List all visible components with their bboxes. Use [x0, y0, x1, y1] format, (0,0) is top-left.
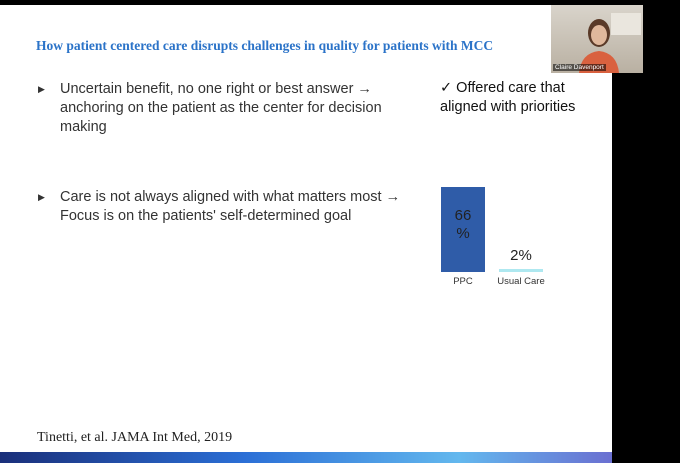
slide: How patient centered care disrupts chall…	[0, 5, 612, 455]
category-label: PPC	[453, 276, 473, 287]
bar	[499, 269, 543, 272]
value-label: 66 %	[454, 206, 472, 242]
slide-title: How patient centered care disrupts chall…	[36, 38, 494, 53]
category-label: Usual Care	[497, 276, 545, 287]
participant-video	[579, 13, 641, 73]
video-thumbnail[interactable]: Claire Davenport	[551, 5, 643, 73]
bar-chart: 66 % PPC 2% Usual Care	[0, 5, 612, 455]
bullet-text: Care is not always aligned with what mat…	[60, 189, 401, 224]
value-label: 2%	[510, 247, 532, 264]
bullet-text: Uncertain benefit, no one right or best …	[60, 81, 382, 135]
background-window	[611, 13, 641, 35]
face	[591, 25, 607, 45]
slide-footer-bar	[0, 452, 612, 463]
participant-name: Claire Davenport	[553, 64, 606, 71]
check-note: ✓ Offered care that aligned with priorit…	[440, 80, 576, 115]
bullet: Uncertain benefit, no one right or best …	[38, 80, 408, 137]
bullet: Care is not always aligned with what mat…	[38, 188, 408, 226]
bar	[441, 186, 485, 272]
citation: Tinetti, et al. JAMA Int Med, 2019	[37, 430, 233, 445]
